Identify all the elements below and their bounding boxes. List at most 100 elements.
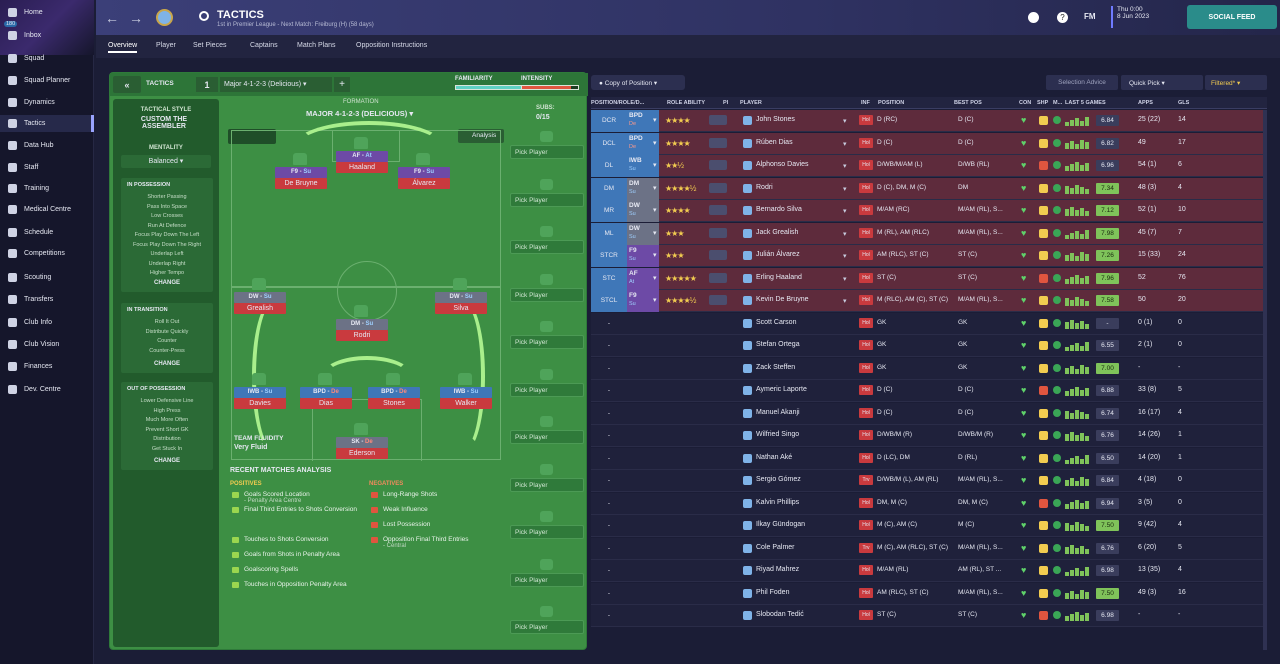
forward-arrow-icon[interactable]: → — [129, 10, 143, 26]
player-name[interactable]: Bernardo Silva — [756, 206, 802, 213]
positive-item[interactable]: Goalscoring Spells — [232, 566, 367, 573]
tab-set-pieces[interactable]: Set Pieces — [193, 42, 227, 49]
table-row[interactable]: - Kalvin Phillips Hol DM, M (C) DM, M (C) ♥ 6.… — [591, 492, 1267, 515]
grid-header-cell[interactable]: PI — [723, 100, 729, 106]
negative-item[interactable]: Lost Possession — [371, 521, 501, 528]
sidebar-item-transfers[interactable]: Transfers — [0, 291, 94, 308]
position-cell[interactable]: DL — [591, 155, 627, 177]
chevron-down-icon[interactable]: ▾ — [653, 207, 657, 214]
sidebar-item-inbox[interactable]: Inbox 180 — [0, 21, 94, 44]
player-name[interactable]: Kevin De Bruyne — [756, 296, 809, 303]
role-cell[interactable]: F9 Su — [627, 245, 659, 267]
table-row[interactable]: STCR F9 Su ▾ ★★★ Julián Álvarez ▾ Hol AM (RLC), … — [591, 245, 1267, 267]
chevron-down-icon[interactable]: ▾ — [653, 184, 657, 192]
positive-item[interactable]: Touches to Shots Conversion — [232, 536, 367, 543]
position-cell[interactable]: STCR — [591, 245, 627, 267]
player-name[interactable]: Erling Haaland — [756, 273, 802, 281]
pi-icon[interactable] — [709, 250, 727, 260]
position-cell[interactable]: ML — [591, 222, 627, 245]
player-name[interactable]: Rúben Dias — [756, 138, 793, 146]
pi-icon[interactable] — [709, 182, 727, 193]
grid-header-cell[interactable]: GLS — [1178, 100, 1190, 106]
position-cell[interactable]: DCL — [591, 132, 627, 155]
player-name[interactable]: Álvarez — [398, 178, 450, 189]
change-in-transition[interactable]: CHANGE — [153, 361, 180, 367]
selection-advice-button[interactable]: Selection Advice — [1046, 75, 1118, 90]
in-possession-card[interactable]: IN POSSESSION Shorter Passing Pass Into S… — [121, 178, 213, 292]
position-cell[interactable]: - — [607, 342, 611, 349]
grid-header-cell[interactable]: POSITION/ROLE/D... — [591, 100, 645, 106]
role-cell[interactable]: DW Su — [627, 200, 659, 222]
pi-icon[interactable] — [709, 295, 727, 305]
pick-player-button[interactable]: Pick Player — [510, 620, 584, 634]
positive-item[interactable]: Goals from Shots in Penalty Area — [232, 551, 367, 558]
role-cell[interactable]: IWB Su — [627, 155, 659, 177]
mentality-select[interactable]: Balanced ▾ — [121, 155, 211, 168]
position-cell[interactable]: DM — [591, 177, 627, 200]
player-name[interactable]: De Bruyne — [275, 178, 327, 189]
grid-header-cell[interactable]: ROLE ABILITY — [667, 100, 705, 106]
position-cell[interactable]: - — [607, 432, 611, 439]
position-cell[interactable]: - — [607, 387, 611, 394]
collapse-button[interactable]: « — [113, 76, 141, 93]
table-row[interactable]: STCL F9 Su ▾ ★★★★½ Kevin De Bruyne ▾ Hol M (RLC)… — [591, 290, 1267, 312]
position-cell[interactable]: - — [607, 319, 611, 327]
sidebar-item-schedule[interactable]: Schedule — [0, 224, 94, 241]
sidebar-item-dev-centre[interactable]: Dev. Centre — [0, 381, 94, 398]
formation-name[interactable]: MAJOR 4-1-2-3 (DELICIOUS) ▾ — [306, 109, 414, 118]
player-name[interactable]: Aymeric Laporte — [756, 386, 807, 393]
sidebar-item-finances[interactable]: Finances — [0, 358, 94, 375]
positive-item[interactable]: Goals Scored Location - Penalty Area Cent… — [232, 491, 367, 504]
grid-header-cell[interactable]: PLAYER — [740, 100, 762, 106]
player-name[interactable]: Silva — [435, 303, 487, 314]
grid-header-cell[interactable]: POSITION — [878, 100, 905, 106]
tab-captains[interactable]: Captains — [250, 42, 278, 49]
familiarity-bar[interactable] — [455, 85, 530, 90]
table-row[interactable]: - Phil Foden Hol AM (RLC), ST (C) M/AM (RL),… — [591, 582, 1267, 605]
player-name[interactable]: Ederson — [336, 448, 388, 459]
chevron-down-icon[interactable]: ▾ — [653, 297, 657, 304]
table-row[interactable]: DM DM Su ▾ ★★★★½ Rodri ▾ Hol D (C), DM, M (C) DM ♥… — [591, 177, 1267, 200]
tab-overview[interactable]: Overview — [108, 42, 138, 53]
pick-player-button[interactable]: Pick Player — [510, 335, 584, 349]
pitch-view-toggle[interactable] — [228, 129, 276, 144]
player-name[interactable]: Riyad Mahrez — [756, 566, 800, 573]
table-row[interactable]: - Scott Carson Hol GK GK ♥ - 0 (1) 0 — [591, 312, 1267, 335]
grid-header-cell[interactable]: SHP — [1037, 100, 1049, 106]
position-cell[interactable]: DCR — [591, 110, 627, 132]
table-row[interactable]: ML DW Su ▾ ★★★ Jack Grealish ▾ Hol M (RL), AM (R… — [591, 222, 1267, 245]
chevron-down-icon[interactable]: ▾ — [843, 275, 847, 283]
player-name[interactable]: Nathan Aké — [756, 453, 793, 461]
pi-icon[interactable] — [709, 137, 727, 148]
tab-opposition-instructions[interactable]: Opposition Instructions — [356, 42, 428, 49]
table-row[interactable]: MR DW Su ▾ ★★★★ Bernardo Silva ▾ Hol M/AM (RC) M/… — [591, 200, 1267, 222]
negative-item[interactable]: Weak Influence — [371, 506, 501, 513]
analysis-button[interactable]: Analysis — [458, 129, 504, 143]
table-row[interactable]: - Slobodan Tedić Hol ST (C) ST (C) ♥ 6.98 - - — [591, 605, 1267, 627]
player-name[interactable]: John Stones — [756, 116, 795, 123]
copy-of-position-button[interactable]: ● Copy of Position ▾ — [591, 75, 685, 90]
quick-pick-button[interactable]: Quick Pick ▾ — [1121, 75, 1203, 90]
role-cell[interactable]: BPD De — [627, 132, 659, 155]
player-name[interactable]: Stefan Ortega — [756, 341, 800, 348]
player-name[interactable]: Wilfried Singo — [756, 431, 800, 438]
player-name[interactable]: Scott Carson — [756, 318, 797, 326]
sidebar-item-squad[interactable]: Squad — [0, 50, 94, 67]
search-icon[interactable] — [199, 11, 209, 21]
chevron-down-icon[interactable]: ▾ — [653, 162, 657, 169]
position-cell[interactable]: - — [607, 567, 611, 574]
grid-header-cell[interactable]: BEST POS — [954, 100, 982, 106]
player-name[interactable]: Manuel Akanji — [756, 408, 800, 416]
pick-player-button[interactable]: Pick Player — [510, 145, 584, 159]
table-row[interactable]: DL IWB Su ▾ ★★½ Alphonso Davies ▾ Hol D/WB/M/AM … — [591, 155, 1267, 177]
scrollbar[interactable] — [1263, 110, 1267, 650]
position-cell[interactable]: - — [607, 499, 611, 507]
pick-player-button[interactable]: Pick Player — [510, 572, 584, 587]
pick-player-button[interactable]: Pick Player — [510, 477, 584, 492]
sidebar-item-squad-planner[interactable]: Squad Planner — [0, 72, 94, 89]
chevron-down-icon[interactable]: ▾ — [843, 163, 847, 170]
role-cell[interactable]: AF At — [627, 267, 659, 290]
position-cell[interactable]: - — [607, 522, 611, 529]
position-cell[interactable]: - — [607, 454, 611, 462]
positive-item[interactable]: Touches in Opposition Penalty Area — [232, 581, 367, 588]
